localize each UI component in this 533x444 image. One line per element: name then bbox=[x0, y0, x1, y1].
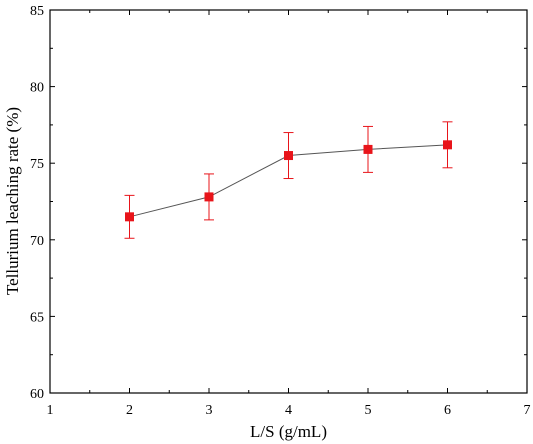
data-point-marker bbox=[443, 140, 452, 150]
x-axis-title: L/S (g/mL) bbox=[250, 422, 327, 441]
y-tick-label: 75 bbox=[30, 157, 44, 172]
x-tick-label: 2 bbox=[126, 403, 133, 418]
data-point-marker bbox=[125, 212, 134, 222]
series-layer bbox=[124, 121, 453, 239]
y-tick-label: 80 bbox=[30, 81, 44, 96]
y-tick-label: 85 bbox=[30, 4, 44, 19]
plot-frame bbox=[49, 9, 528, 394]
y-axis-title: Tellurium leaching rate (%) bbox=[3, 107, 22, 295]
data-point-marker bbox=[204, 192, 214, 202]
x-tick-label: 6 bbox=[444, 403, 451, 418]
data-point-marker bbox=[284, 151, 293, 161]
y-tick-label: 70 bbox=[30, 234, 44, 249]
y-tick-label: 65 bbox=[30, 310, 44, 325]
axis-ticks bbox=[49, 9, 528, 394]
data-point-marker bbox=[363, 144, 373, 154]
y-tick-label: 60 bbox=[30, 387, 44, 402]
x-tick-label: 5 bbox=[365, 403, 372, 418]
x-tick-label: 4 bbox=[285, 403, 292, 418]
tick-labels: 1 2 3 4 5 6 7 60 65 70 75 80 85 bbox=[30, 4, 531, 418]
x-tick-label: 3 bbox=[206, 403, 213, 418]
x-tick-label: 1 bbox=[47, 403, 54, 418]
x-tick-label: 7 bbox=[524, 403, 531, 418]
